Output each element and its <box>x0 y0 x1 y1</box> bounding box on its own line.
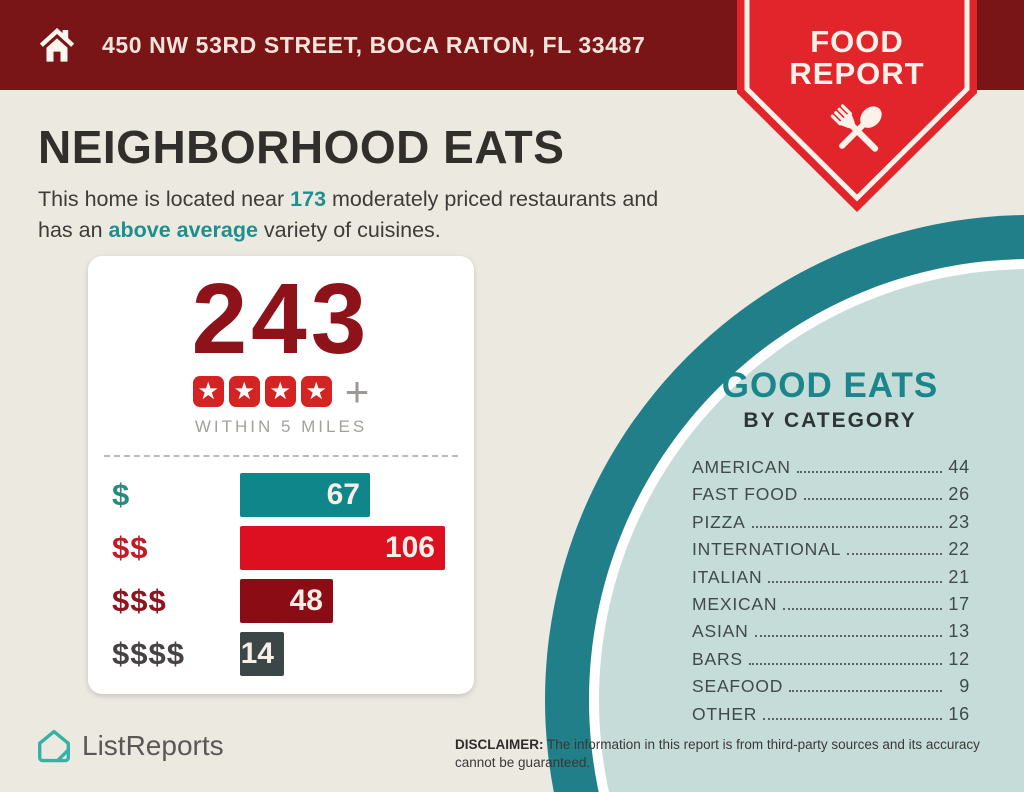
category-value: 9 <box>959 676 970 697</box>
category-row: ITALIAN 21 <box>692 567 970 594</box>
disclaimer-text: DISCLAIMER: The information in this repo… <box>455 736 985 772</box>
page-title: NEIGHBORHOOD EATS <box>38 121 565 173</box>
food-report-ribbon: FOOD REPORT <box>737 0 977 215</box>
category-label: ASIAN <box>692 621 749 642</box>
listreports-logo: ListReports <box>36 728 224 764</box>
brand-name: ListReports <box>82 730 224 761</box>
category-label: MEXICAN <box>692 593 778 614</box>
category-row: AMERICAN 44 <box>692 457 970 484</box>
category-value: 16 <box>948 703 970 724</box>
category-row: INTERNATIONAL 22 <box>692 539 970 566</box>
bar-value: 14 <box>240 637 274 670</box>
category-value: 12 <box>948 648 970 669</box>
dotted-leader <box>847 553 942 556</box>
category-list: AMERICAN 44 FAST FOOD 26 PIZZA 23 INTERNATIONA… <box>692 457 970 731</box>
category-row: MEXICAN 17 <box>692 594 970 621</box>
dotted-leader <box>768 580 942 583</box>
category-label: FAST FOOD <box>692 484 799 505</box>
category-value: 21 <box>948 566 970 587</box>
category-label: INTERNATIONAL <box>692 539 842 560</box>
restaurant-stats-card: 243 ★ ★ ★ ★ + WITHIN 5 MILES $67 $$ 106 $$$ 48 $$… <box>88 256 474 694</box>
category-value: 17 <box>948 593 970 614</box>
intro-text: This home is located near 173 moderately… <box>38 184 658 246</box>
star-icon: ★ <box>228 376 260 407</box>
spoon-fork-icon <box>830 104 882 152</box>
category-row: FAST FOOD 26 <box>692 484 970 511</box>
price-tier-bar-chart: $67 $$ 106 $$$ 48 $$$$ 14 <box>88 473 474 676</box>
bar: 48 <box>240 579 333 623</box>
intro-line1: This home is located near 173 moderately… <box>38 184 658 215</box>
dotted-leader <box>763 717 942 720</box>
category-row: ASIAN 13 <box>692 621 970 648</box>
category-value: 26 <box>948 484 970 505</box>
category-row: OTHER 16 <box>692 704 970 731</box>
category-value: 22 <box>948 539 970 560</box>
category-label: PIZZA <box>692 511 746 532</box>
category-row: PIZZA 23 <box>692 512 970 539</box>
dashed-divider <box>104 455 458 457</box>
category-label: AMERICAN <box>692 457 791 477</box>
star-icon: ★ <box>264 376 296 407</box>
dotted-leader <box>748 662 942 665</box>
intro-line1-post: moderately priced restaurants and <box>326 187 659 211</box>
variety-highlight: above average <box>108 218 258 242</box>
category-row: SEAFOOD 9 <box>692 676 970 703</box>
category-value: 13 <box>948 621 970 642</box>
home-icon <box>39 28 75 62</box>
dotted-leader <box>796 471 942 473</box>
dotted-leader <box>789 690 942 693</box>
bar-row: $$$$ 14 <box>112 632 474 676</box>
category-row: BARS 12 <box>692 649 970 676</box>
restaurant-count: 173 <box>290 187 327 211</box>
intro-line2-pre: has an <box>38 218 109 242</box>
radius-label: WITHIN 5 MILES <box>194 417 368 436</box>
bar-label: $$$$ <box>112 636 185 671</box>
bar-label: $$ <box>112 530 149 565</box>
dotted-leader <box>804 498 942 501</box>
dotted-leader <box>751 525 942 528</box>
bar-label: $ <box>112 477 131 512</box>
plus-icon: + <box>344 368 370 415</box>
intro-line2-post: variety of cuisines. <box>257 218 441 242</box>
star-icon: ★ <box>300 376 332 407</box>
category-value: 23 <box>948 511 970 532</box>
bar: 14 <box>240 632 284 676</box>
listreports-house-icon <box>38 729 70 763</box>
good-eats-title: GOOD EATS <box>721 366 939 405</box>
category-label: BARS <box>692 648 743 669</box>
ribbon-shape <box>737 0 977 212</box>
bar-value: 106 <box>384 531 435 564</box>
bar-value: 48 <box>289 584 323 617</box>
dotted-leader <box>754 635 942 638</box>
category-label: OTHER <box>692 703 758 724</box>
intro-line2: has an above average variety of cuisines… <box>38 215 658 246</box>
category-value: 44 <box>948 457 970 477</box>
bar-row: $$$ 48 <box>112 579 474 623</box>
bar: 67 <box>240 473 370 517</box>
bar-value: 67 <box>326 478 360 511</box>
bar-row: $$ 106 <box>112 526 474 570</box>
ribbon-title-line2: REPORT <box>789 56 925 91</box>
bar-row: $67 <box>112 473 474 517</box>
dotted-leader <box>783 607 942 610</box>
intro-line1-pre: This home is located near <box>38 187 291 211</box>
star-rating: ★ ★ ★ ★ + <box>88 368 474 415</box>
ribbon-title-line1: FOOD <box>810 24 904 59</box>
property-address: 450 NW 53RD STREET, BOCA RATON, FL 33487 <box>102 31 646 58</box>
category-label: SEAFOOD <box>692 676 784 697</box>
star-icon: ★ <box>192 376 224 407</box>
disclaimer-label: DISCLAIMER: <box>455 737 544 752</box>
total-restaurants: 243 <box>191 263 371 375</box>
good-eats-subtitle: BY CATEGORY <box>743 409 917 432</box>
good-eats-section: GOOD EATS BY CATEGORY AMERICAN 44 FAST FOO… <box>660 366 1000 731</box>
bar-label: $$$ <box>112 583 167 618</box>
bar: 106 <box>240 526 445 570</box>
category-label: ITALIAN <box>692 566 763 587</box>
